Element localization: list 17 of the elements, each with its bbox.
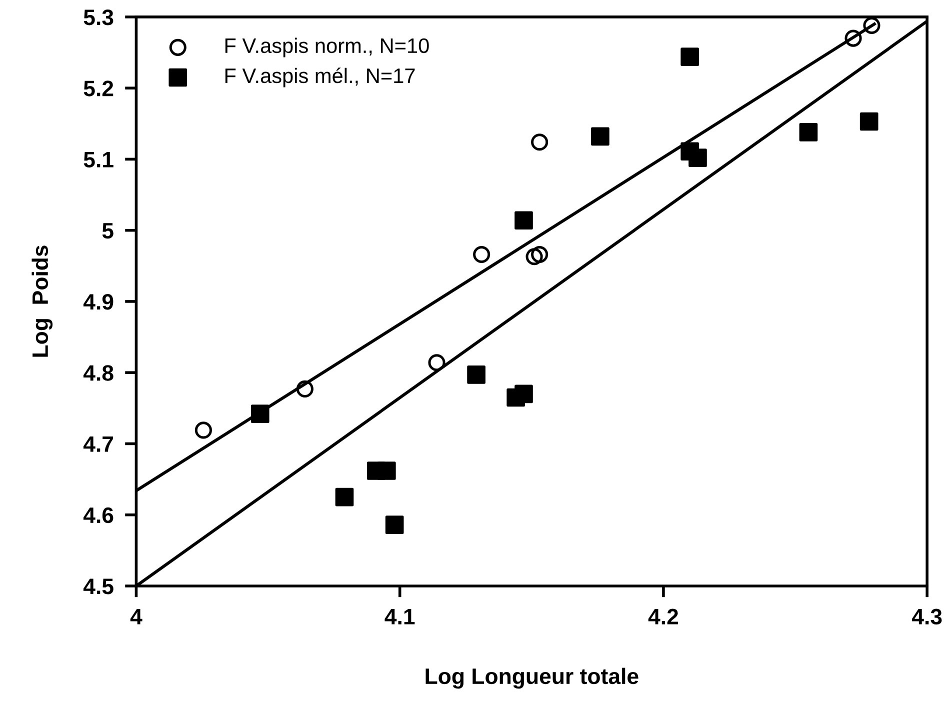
legend-label: F V.aspis mél., N=17 (225, 68, 415, 88)
x-tick-label: 4.3 (912, 608, 942, 625)
y-tick-label: 4.5 (83, 578, 114, 594)
y-tick-label: 4.7 (83, 436, 114, 452)
y-tick-label: 5.3 (84, 9, 114, 26)
y-tick-label: 4.6 (83, 507, 114, 524)
y-tick-label: 4.8 (83, 365, 114, 381)
x-axis-title: Log Longueur totale (426, 668, 638, 689)
x-tick-label: 4.2 (648, 608, 678, 624)
y-axis-title: Log Poids (32, 246, 53, 357)
y-tick-label: 5.2 (84, 80, 114, 96)
y-tick-label: 5 (102, 223, 114, 239)
x-tick-label: 4 (130, 609, 142, 624)
legend-label: F V.aspis norm., N=10 (225, 38, 429, 58)
y-tick-label: 4.9 (83, 294, 114, 310)
x-tick-label: 4.1 (384, 609, 415, 624)
y-tick-label: 5.1 (84, 152, 114, 168)
